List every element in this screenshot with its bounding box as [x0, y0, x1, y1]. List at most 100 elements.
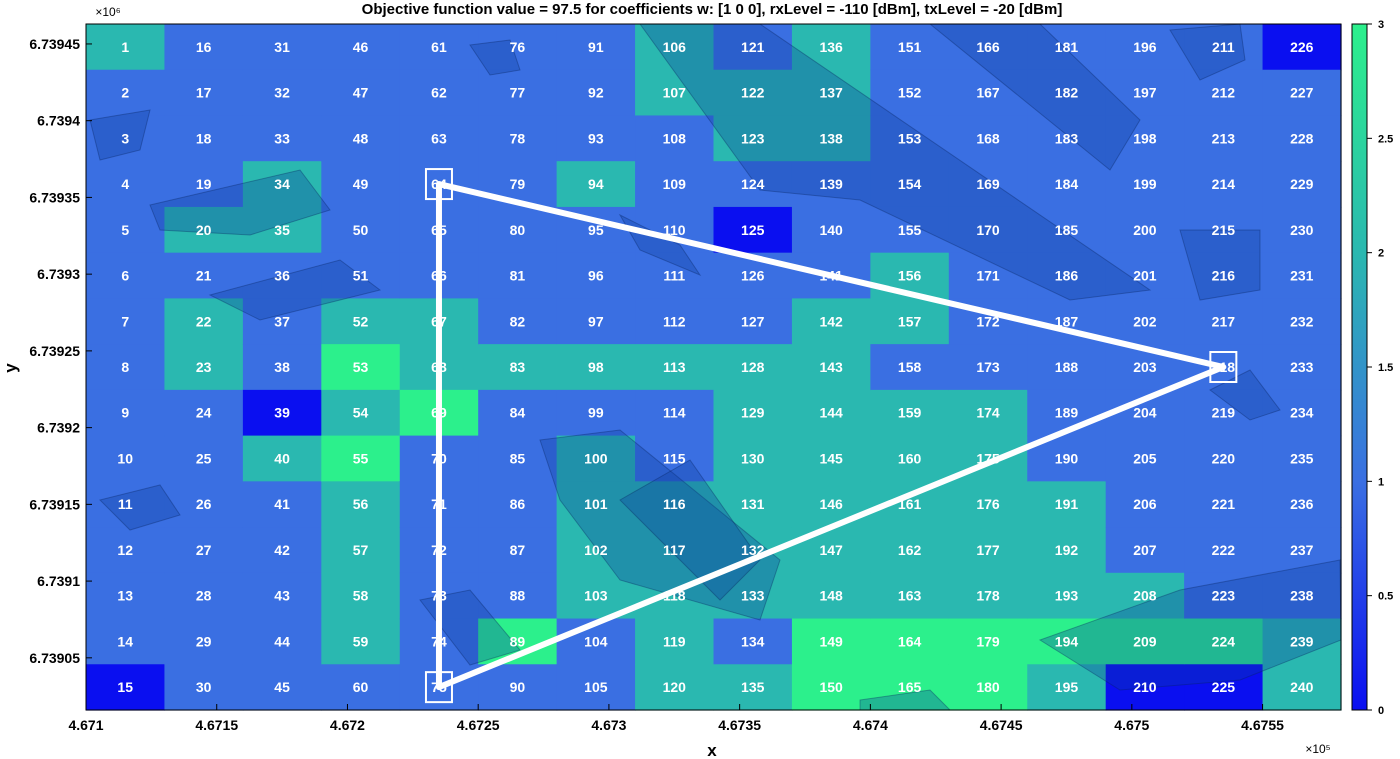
heatmap-cell	[1262, 435, 1342, 482]
heatmap-cell	[321, 572, 401, 620]
cell-index-label: 217	[1212, 313, 1236, 329]
heatmap-cell	[1184, 298, 1264, 345]
cell-index-label: 91	[588, 39, 604, 55]
cell-index-label: 133	[741, 588, 765, 604]
cell-index-label: 92	[588, 85, 604, 101]
heatmap-cell	[635, 344, 715, 391]
x-tick-label: 4.674	[853, 717, 888, 733]
cell-index-label: 232	[1290, 313, 1314, 329]
cell-index-label: 212	[1212, 85, 1236, 101]
colorbar-tick-label: 1.5	[1378, 362, 1393, 374]
x-tick-label: 4.6735	[718, 717, 761, 733]
heatmap-cell	[242, 252, 322, 299]
heatmap-cell	[713, 344, 793, 391]
heatmap-cell	[1027, 527, 1107, 574]
heatmap-cell	[635, 115, 715, 162]
cell-index-label: 96	[588, 268, 604, 284]
cell-index-label: 85	[510, 450, 526, 466]
cell-index-label: 97	[588, 313, 604, 329]
heatmap-cell	[164, 24, 244, 71]
cell-index-label: 224	[1212, 633, 1236, 649]
cell-index-label: 58	[353, 588, 369, 604]
cell-index-label: 39	[274, 405, 290, 421]
heatmap-cell	[1262, 664, 1342, 711]
colorbar-tick-label: 1	[1378, 476, 1384, 488]
cell-index-label: 13	[117, 588, 133, 604]
cell-index-label: 170	[976, 222, 1000, 238]
heatmap-cell	[164, 115, 244, 162]
heatmap-cell	[321, 161, 401, 208]
cell-index-label: 80	[510, 222, 526, 238]
cell-index-label: 81	[510, 268, 526, 284]
cell-index-label: 197	[1133, 85, 1157, 101]
heatmap-cell	[870, 344, 950, 391]
cell-index-label: 77	[510, 85, 526, 101]
heatmap-cell	[1184, 481, 1264, 528]
heatmap-cell	[321, 481, 401, 528]
heatmap-cell	[399, 69, 479, 117]
cell-index-label: 240	[1290, 679, 1314, 695]
cell-index-label: 225	[1212, 679, 1236, 695]
heatmap-cell	[86, 252, 166, 299]
cell-index-label: 126	[741, 268, 765, 284]
heatmap-cell	[556, 344, 636, 391]
cell-index-label: 127	[741, 313, 765, 329]
cell-index-label: 4	[121, 176, 129, 192]
building-footprint	[929, 24, 1141, 171]
cell-index-label: 138	[819, 130, 843, 146]
cell-index-label: 144	[819, 405, 843, 421]
cell-index-label: 204	[1133, 405, 1157, 421]
plot-frame	[85, 23, 1342, 711]
cell-index-label: 84	[510, 405, 526, 421]
cell-index-label: 117	[663, 542, 686, 558]
heatmap-cell	[791, 344, 871, 391]
heatmap-cell	[321, 69, 401, 117]
cell-index-label: 179	[976, 633, 1000, 649]
heatmap-cell	[1262, 252, 1342, 299]
cell-index-label: 199	[1133, 176, 1157, 192]
heatmap-cell	[713, 664, 793, 711]
building-footprint	[1179, 229, 1261, 301]
heatmap-cell	[164, 344, 244, 391]
heatmap-cell	[1027, 252, 1107, 299]
heatmap-cell	[635, 481, 715, 528]
y-tick-label: 6.7392	[37, 420, 80, 436]
cell-index-label: 152	[898, 85, 922, 101]
cell-index-label: 237	[1290, 542, 1314, 558]
colorbar-tick-label: 2.5	[1378, 133, 1393, 145]
heatmap-cell	[164, 435, 244, 482]
heatmap-cell	[164, 252, 244, 299]
x-tick-label: 4.6715	[195, 717, 238, 733]
cell-index-label: 19	[196, 176, 212, 192]
heatmap-cell	[86, 24, 166, 71]
cell-index-label: 123	[741, 130, 765, 146]
cell-index-label: 178	[976, 588, 1000, 604]
cell-index-label: 173	[976, 359, 1000, 375]
cell-index-label: 54	[353, 405, 369, 421]
cell-index-label: 24	[196, 405, 212, 421]
cell-index-label: 114	[663, 405, 686, 421]
cell-index-label: 171	[976, 268, 1000, 284]
cell-index-label: 180	[976, 679, 1000, 695]
cell-index-label: 98	[588, 359, 604, 375]
cell-index-label: 227	[1290, 85, 1314, 101]
cell-index-label: 155	[898, 222, 922, 238]
heatmap-cell	[1262, 344, 1342, 391]
cell-index-label: 51	[353, 268, 369, 284]
heatmap-cell	[478, 572, 558, 620]
building-footprint	[89, 109, 151, 161]
heatmap-cell	[791, 481, 871, 528]
building-footprint	[208, 259, 382, 321]
heatmap-cell	[870, 664, 950, 711]
heatmap-cell	[478, 206, 558, 254]
cell-index-label: 22	[196, 313, 212, 329]
cell-index-label: 45	[274, 679, 290, 695]
heatmap-cell	[635, 252, 715, 299]
heatmap-cell	[242, 572, 322, 620]
heatmap-cell	[713, 206, 793, 254]
heatmap-cell	[164, 298, 244, 345]
heatmap-cell	[713, 24, 793, 71]
heatmap-cell	[1184, 389, 1264, 437]
cell-index-label: 219	[1212, 405, 1236, 421]
cell-index-label: 20	[196, 222, 212, 238]
